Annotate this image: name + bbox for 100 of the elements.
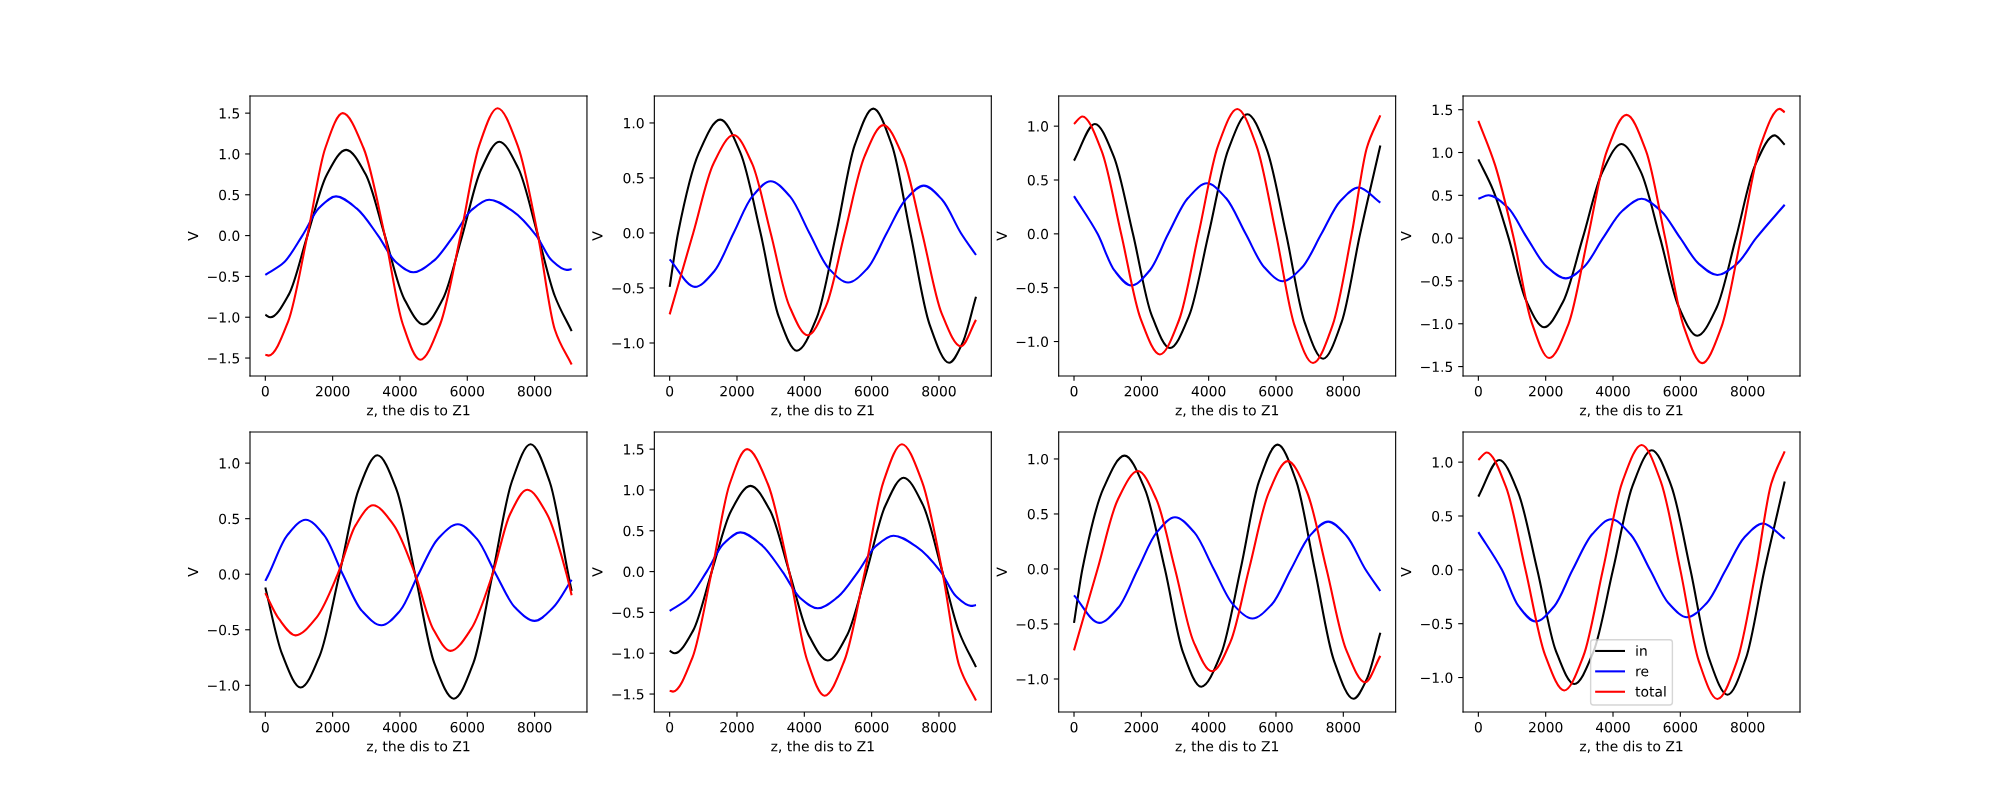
y-tick-label: 0.5 — [1432, 510, 1453, 522]
y-tick-label: −1.0 — [1421, 318, 1453, 330]
x-tick-label: 4000 — [1191, 385, 1226, 397]
y-axis-title: V — [592, 231, 603, 241]
y-tick-label: 0.5 — [623, 172, 644, 184]
x-tick-label: 8000 — [1730, 721, 1765, 733]
line-series — [1477, 518, 1786, 623]
y-tick-label: 0.0 — [219, 569, 240, 580]
line-series — [264, 488, 573, 652]
y-tick-label: 1.5 — [624, 444, 644, 455]
y-tick-label: 0.0 — [1432, 564, 1453, 576]
y-tick-label: −1.0 — [1016, 336, 1049, 348]
y-tick-label: −0.5 — [1421, 618, 1453, 630]
y-tick-label: −0.5 — [612, 282, 644, 294]
y-tick-label: −1.0 — [1016, 673, 1049, 685]
x-axis-title: z, the dis to Z1 — [366, 404, 470, 417]
line-series — [1477, 134, 1786, 337]
line-series — [264, 195, 573, 276]
y-tick-label: 1.0 — [624, 117, 644, 129]
y-tick-label: 1.5 — [1432, 104, 1453, 116]
x-axis-title: z, the dis to Z1 — [1579, 404, 1683, 417]
x-tick-label: 2000 — [1529, 721, 1563, 733]
x-tick-label: 4000 — [787, 721, 822, 733]
legend-label: re — [1636, 668, 1649, 677]
line-series — [668, 443, 978, 702]
y-tick-label: 0.5 — [623, 525, 644, 537]
y-axis-title: V — [187, 567, 199, 577]
x-tick-label: 0 — [1070, 385, 1078, 397]
line-series — [668, 531, 978, 612]
y-tick-label: 0.5 — [219, 513, 240, 525]
x-tick-label: 2000 — [1124, 385, 1159, 397]
y-tick-label: −1.5 — [612, 689, 644, 700]
x-tick-label: 6000 — [450, 385, 485, 397]
legend-label: in — [1636, 645, 1647, 656]
x-tick-label: 0 — [261, 721, 269, 733]
y-tick-label: 0.5 — [1027, 174, 1048, 186]
y-tick-label: −0.5 — [208, 624, 240, 636]
y-tick-label: 0.5 — [1432, 190, 1453, 201]
y-tick-label: 1.0 — [1028, 121, 1049, 132]
y-tick-label: −1.0 — [612, 337, 644, 349]
line-series — [264, 140, 573, 333]
line-series — [1477, 194, 1786, 280]
y-tick-label: −1.0 — [208, 312, 240, 323]
y-axis-title: V — [187, 231, 199, 241]
x-tick-label: 0 — [261, 385, 269, 397]
line-series — [264, 107, 573, 366]
x-tick-label: 8000 — [922, 385, 956, 397]
x-tick-label: 4000 — [382, 721, 417, 733]
x-tick-label: 0 — [1070, 721, 1078, 733]
x-tick-label: 6000 — [450, 721, 485, 733]
y-tick-label: 0.0 — [1432, 233, 1453, 244]
line-series — [668, 476, 978, 669]
x-tick-label: 4000 — [1596, 721, 1630, 733]
y-tick-label: 1.0 — [624, 484, 644, 496]
y-tick-label: 1.5 — [219, 108, 240, 119]
y-axis-title: V — [592, 567, 603, 577]
x-axis-title: z, the dis to Z1 — [771, 740, 874, 753]
x-tick-label: 0 — [1474, 385, 1482, 397]
x-tick-label: 8000 — [1326, 721, 1361, 733]
y-tick-label: 0.0 — [623, 566, 644, 578]
y-tick-label: 1.0 — [1432, 147, 1453, 158]
y-axis-title: V — [996, 567, 1007, 577]
y-tick-label: −1.5 — [208, 353, 240, 364]
y-tick-label: 1.0 — [1028, 453, 1049, 465]
x-axis-title: z, the dis to Z1 — [771, 404, 874, 417]
y-axis-title: V — [1401, 231, 1412, 241]
x-axis-title: z, the dis to Z1 — [1579, 740, 1683, 753]
x-axis-title: z, the dis to Z1 — [1175, 404, 1279, 417]
y-axis-title: V — [996, 231, 1007, 241]
x-tick-label: 8000 — [517, 721, 552, 733]
y-tick-label: −0.5 — [1016, 618, 1048, 630]
y-tick-label: 0.5 — [219, 189, 240, 201]
legend-label: total — [1635, 686, 1666, 697]
x-tick-label: 2000 — [315, 385, 350, 397]
x-tick-label: 8000 — [1730, 385, 1765, 397]
y-tick-label: 0.0 — [219, 230, 240, 242]
y-tick-label: 0.0 — [1027, 563, 1049, 575]
x-tick-label: 4000 — [787, 385, 822, 397]
line-series — [1072, 516, 1382, 624]
x-tick-label: 2000 — [720, 721, 754, 733]
x-tick-label: 2000 — [315, 721, 350, 733]
x-tick-label: 6000 — [1663, 721, 1698, 733]
y-tick-label: 1.0 — [1432, 457, 1453, 468]
y-tick-label: −1.5 — [1421, 361, 1453, 373]
y-tick-label: 0.0 — [623, 227, 644, 239]
line-series — [1477, 107, 1786, 365]
y-tick-label: −1.0 — [1421, 672, 1453, 684]
x-tick-label: 4000 — [1191, 721, 1226, 733]
line-series — [668, 180, 978, 288]
x-tick-label: 2000 — [1124, 721, 1159, 733]
x-tick-label: 6000 — [854, 721, 889, 733]
x-tick-label: 4000 — [382, 385, 417, 397]
y-tick-label: −1.0 — [612, 648, 644, 659]
x-tick-label: 8000 — [517, 385, 552, 397]
y-tick-label: 0.0 — [1027, 228, 1049, 240]
line-series — [264, 518, 573, 627]
y-tick-label: −1.0 — [208, 680, 240, 691]
x-tick-label: 6000 — [1259, 721, 1293, 733]
x-tick-label: 6000 — [1259, 385, 1293, 397]
x-tick-label: 0 — [666, 721, 674, 733]
